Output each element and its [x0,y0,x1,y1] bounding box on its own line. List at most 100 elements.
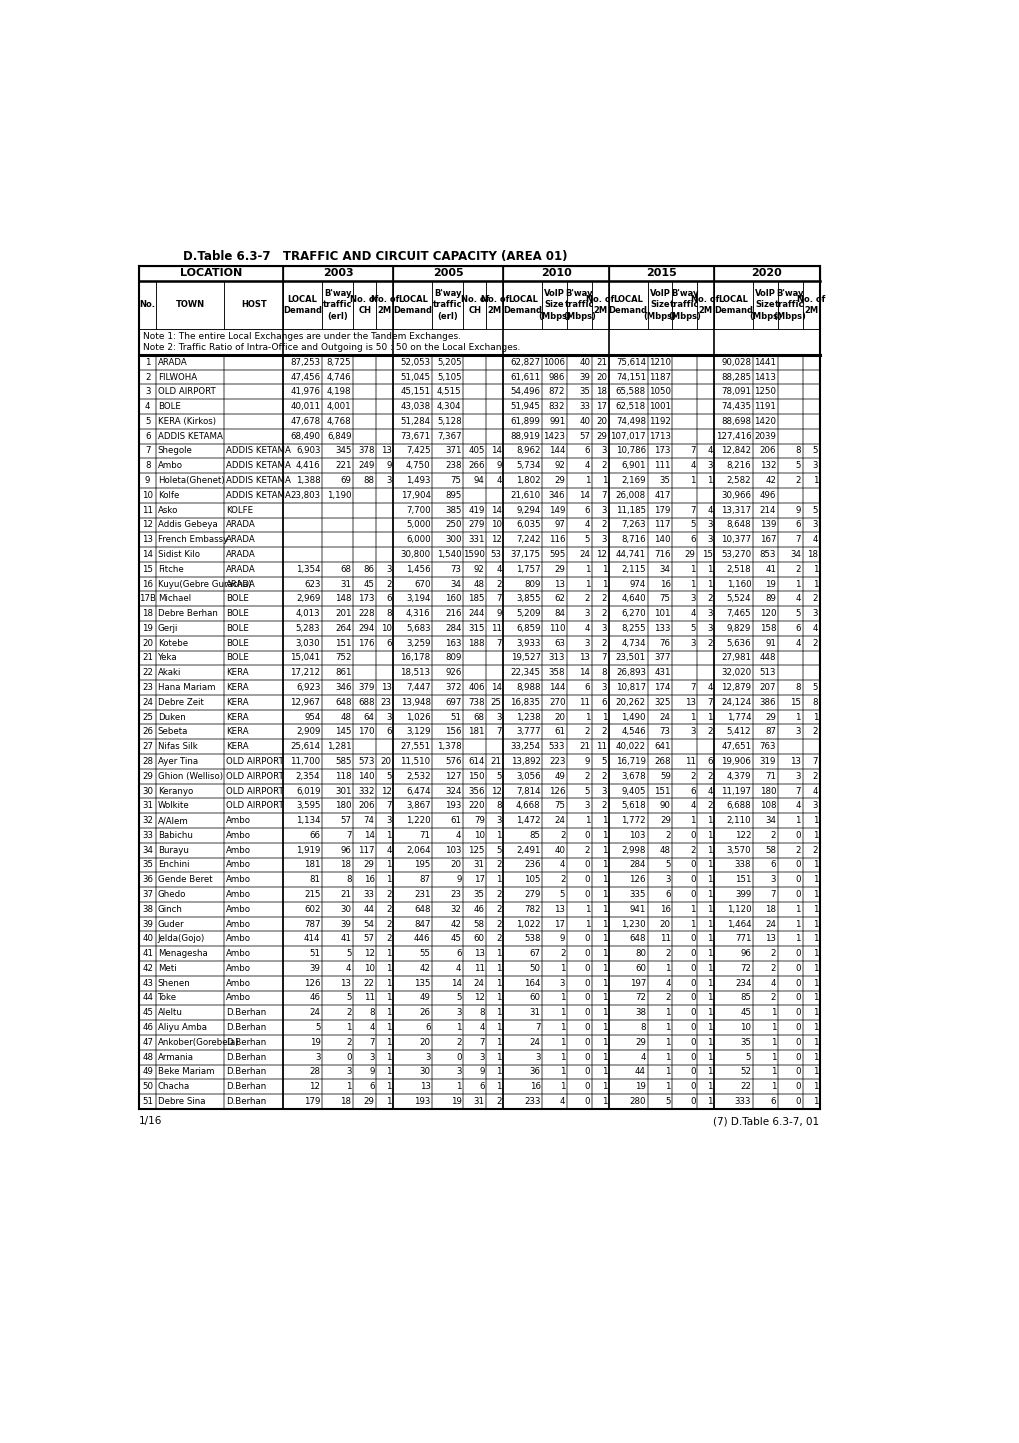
Text: 3: 3 [386,564,391,574]
Text: Aleltu: Aleltu [158,1009,182,1017]
Bar [752,355,776,369]
Bar [608,355,647,369]
Bar [322,429,353,443]
Text: 1: 1 [386,1052,391,1062]
Bar [672,769,696,784]
Bar [486,400,503,414]
Bar [322,696,353,710]
Bar [486,429,503,443]
Text: 103: 103 [629,831,645,840]
Text: 1: 1 [601,1038,606,1046]
Bar [647,665,672,680]
Bar [486,769,503,784]
Text: 11,197: 11,197 [720,786,751,795]
Text: 29: 29 [554,476,565,485]
Bar [376,561,393,577]
Bar [752,931,776,947]
Bar [802,902,819,916]
Bar [322,665,353,680]
Bar [591,665,608,680]
Bar [393,755,432,769]
Text: 26,893: 26,893 [615,668,645,677]
Bar [713,606,752,620]
Bar [156,1065,224,1079]
Bar [752,857,776,873]
Bar [752,755,776,769]
Bar [224,887,283,902]
Text: 42: 42 [142,964,153,973]
Bar [567,1094,591,1108]
Text: 268: 268 [653,758,671,766]
Text: 1,238: 1,238 [516,713,540,722]
Text: 43: 43 [142,978,153,987]
Bar [608,755,647,769]
Bar [283,931,322,947]
Bar [156,1035,224,1049]
Text: 40,022: 40,022 [615,742,645,752]
Text: 215: 215 [304,890,320,899]
Bar [376,577,393,592]
Bar [353,665,376,680]
Bar [393,769,432,784]
Bar [776,636,802,651]
Bar [591,532,608,547]
Text: 2,518: 2,518 [726,564,751,574]
Text: 1: 1 [386,964,391,973]
Bar [696,518,713,532]
Text: 5: 5 [690,623,695,633]
Bar [696,947,713,961]
Text: 4: 4 [559,1097,565,1105]
Text: 2: 2 [496,860,501,870]
Bar [353,755,376,769]
Text: 0: 0 [584,1038,590,1046]
Bar [647,620,672,636]
Text: 47: 47 [142,1038,153,1046]
Bar [393,739,432,755]
Text: 379: 379 [358,683,374,693]
Bar [224,518,283,532]
Bar [393,636,432,651]
Text: 1: 1 [812,564,817,574]
Text: 5: 5 [795,609,800,618]
Text: 0: 0 [690,1052,695,1062]
Bar [752,429,776,443]
Text: 80: 80 [635,949,645,958]
Bar [224,769,283,784]
Bar [322,857,353,873]
Bar [503,990,541,1006]
Text: 2010: 2010 [540,268,571,278]
Text: 4,746: 4,746 [326,372,352,381]
Bar [567,857,591,873]
Bar [647,281,672,329]
Bar [353,828,376,843]
Text: 1: 1 [812,1097,817,1105]
Text: 73: 73 [450,564,461,574]
Text: 1: 1 [690,905,695,913]
Bar [322,355,353,369]
Bar [776,592,802,606]
Text: 19: 19 [310,1038,320,1046]
Bar [393,961,432,975]
Bar [503,384,541,400]
Bar [283,665,322,680]
Text: 18: 18 [340,860,352,870]
Bar [486,873,503,887]
Bar [752,696,776,710]
Bar [463,931,486,947]
Bar [353,281,376,329]
Bar [432,355,463,369]
Bar [608,488,647,502]
Text: 19: 19 [450,1097,461,1105]
Text: 861: 861 [334,668,352,677]
Text: 1,802: 1,802 [516,476,540,485]
Text: 0: 0 [584,1052,590,1062]
Text: 1: 1 [706,1038,712,1046]
Text: 3: 3 [770,876,775,885]
Text: 13,892: 13,892 [511,758,540,766]
Text: 216: 216 [444,609,461,618]
Text: 19: 19 [764,580,775,589]
Bar [486,990,503,1006]
Bar [139,1020,156,1035]
Text: 991: 991 [548,417,565,426]
Text: 11: 11 [659,935,671,944]
